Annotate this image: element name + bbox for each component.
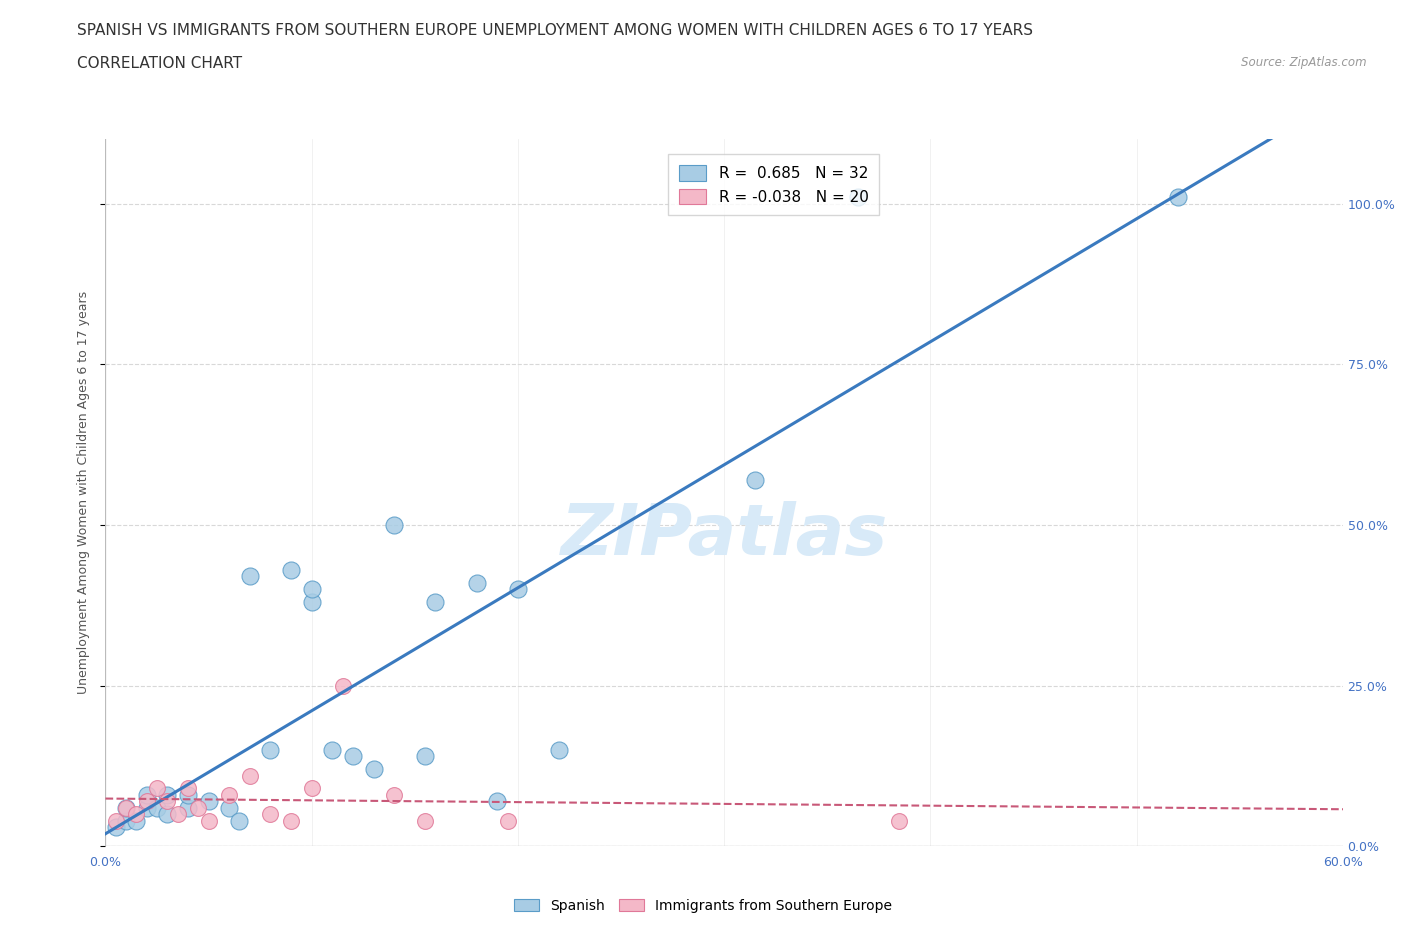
Point xyxy=(280,563,302,578)
Point xyxy=(156,794,179,809)
Text: SPANISH VS IMMIGRANTS FROM SOUTHERN EUROPE UNEMPLOYMENT AMONG WOMEN WITH CHILDRE: SPANISH VS IMMIGRANTS FROM SOUTHERN EURO… xyxy=(77,23,1033,38)
Point xyxy=(496,813,519,828)
Point xyxy=(239,569,262,584)
Point xyxy=(301,594,323,609)
Point xyxy=(846,190,869,205)
Point xyxy=(486,794,509,809)
Point xyxy=(425,594,447,609)
Point xyxy=(197,813,219,828)
Point xyxy=(115,801,138,816)
Point xyxy=(1167,190,1189,205)
Point xyxy=(156,806,179,821)
Point xyxy=(125,813,148,828)
Point xyxy=(506,582,529,597)
Point xyxy=(321,742,343,757)
Point xyxy=(177,788,200,803)
Point xyxy=(239,768,262,783)
Point xyxy=(382,518,405,533)
Point xyxy=(363,762,385,777)
Point xyxy=(135,788,157,803)
Point xyxy=(115,813,138,828)
Point xyxy=(146,801,169,816)
Text: CORRELATION CHART: CORRELATION CHART xyxy=(77,56,242,71)
Point xyxy=(548,742,571,757)
Point xyxy=(218,788,240,803)
Point xyxy=(301,781,323,796)
Point xyxy=(280,813,302,828)
Point xyxy=(301,582,323,597)
Point xyxy=(104,813,127,828)
Point xyxy=(197,794,219,809)
Point xyxy=(889,813,911,828)
Point xyxy=(156,788,179,803)
Text: Source: ZipAtlas.com: Source: ZipAtlas.com xyxy=(1241,56,1367,69)
Point xyxy=(177,781,200,796)
Point xyxy=(228,813,250,828)
Point xyxy=(382,788,405,803)
Point xyxy=(259,742,281,757)
Legend: Spanish, Immigrants from Southern Europe: Spanish, Immigrants from Southern Europe xyxy=(509,894,897,919)
Point xyxy=(413,749,436,764)
Point xyxy=(125,806,148,821)
Legend: R =  0.685   N = 32, R = -0.038   N = 20: R = 0.685 N = 32, R = -0.038 N = 20 xyxy=(668,154,879,215)
Text: ZIPatlas: ZIPatlas xyxy=(561,501,887,570)
Point xyxy=(166,806,188,821)
Point xyxy=(342,749,364,764)
Point xyxy=(413,813,436,828)
Point xyxy=(115,801,138,816)
Point xyxy=(465,576,488,591)
Point xyxy=(135,794,157,809)
Point xyxy=(135,801,157,816)
Point xyxy=(259,806,281,821)
Point xyxy=(744,472,766,487)
Point xyxy=(146,781,169,796)
Point xyxy=(187,801,209,816)
Point xyxy=(177,801,200,816)
Y-axis label: Unemployment Among Women with Children Ages 6 to 17 years: Unemployment Among Women with Children A… xyxy=(77,291,90,695)
Point xyxy=(218,801,240,816)
Point xyxy=(332,678,354,693)
Point xyxy=(104,819,127,834)
